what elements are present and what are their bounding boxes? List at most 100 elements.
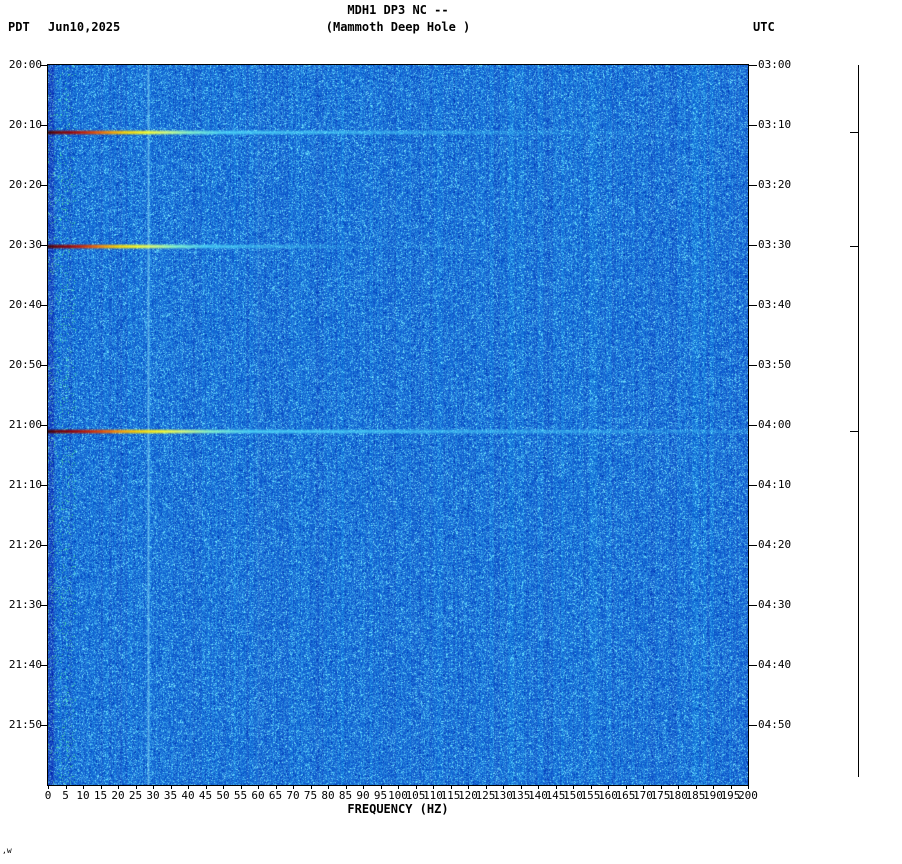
right-time-tick <box>749 545 757 546</box>
left-time-tick <box>40 605 47 606</box>
right-time-label: 03:20 <box>758 178 792 191</box>
freq-tick <box>573 785 574 789</box>
plot-title: MDH1 DP3 NC -- <box>347 3 449 17</box>
freq-tick <box>485 785 487 789</box>
freq-tick <box>415 785 417 789</box>
left-time-tick <box>40 665 47 666</box>
left-time-label: 21:20 <box>8 538 42 551</box>
left-time-label: 20:30 <box>8 238 42 251</box>
event-marker-tick <box>850 431 859 432</box>
left-time-label: 21:30 <box>8 598 42 611</box>
freq-tick-label: 110 <box>423 789 443 802</box>
freq-tick-label: 0 <box>44 789 52 802</box>
left-time-tick <box>40 305 47 306</box>
freq-tick-label: 170 <box>633 789 653 802</box>
freq-tick <box>363 785 364 789</box>
freq-tick <box>310 785 312 789</box>
freq-tick-label: 135 <box>510 789 531 802</box>
right-time-label: 04:00 <box>758 418 792 431</box>
x-axis-title: FREQUENCY (HZ) <box>347 802 449 816</box>
right-time-tick <box>749 65 757 66</box>
freq-tick-label: 30 <box>146 789 160 802</box>
freq-tick <box>205 785 207 789</box>
left-time-tick <box>40 545 47 546</box>
freq-tick <box>83 785 84 789</box>
left-time-label: 20:00 <box>8 58 42 71</box>
left-time-tick <box>40 725 47 726</box>
freq-tick <box>730 785 732 789</box>
right-time-label: 04:30 <box>758 598 792 611</box>
right-time-label: 03:30 <box>758 238 792 251</box>
freq-tick-label: 180 <box>668 789 688 802</box>
freq-tick <box>538 785 539 789</box>
freq-tick-label: 40 <box>181 789 195 802</box>
freq-tick <box>135 785 137 789</box>
freq-tick-label: 120 <box>458 789 478 802</box>
left-time-tick <box>40 485 47 486</box>
left-time-tick <box>40 365 47 366</box>
left-time-tick <box>40 245 47 246</box>
freq-tick-label: 145 <box>545 789 566 802</box>
freq-tick <box>293 785 294 789</box>
right-time-tick <box>749 485 757 486</box>
freq-tick-label: 55 <box>233 789 248 802</box>
left-time-label: 20:50 <box>8 358 42 371</box>
left-time-tick <box>40 125 47 126</box>
freq-tick-label: 50 <box>216 789 230 802</box>
freq-tick-label: 200 <box>738 789 758 802</box>
freq-tick-label: 115 <box>440 789 461 802</box>
freq-tick <box>450 785 452 789</box>
left-time-label: 20:40 <box>8 298 42 311</box>
freq-tick-label: 75 <box>303 789 318 802</box>
right-time-label: 04:10 <box>758 478 792 491</box>
event-marker-tick <box>850 246 859 248</box>
freq-tick <box>380 785 382 789</box>
freq-tick-label: 155 <box>580 789 601 802</box>
freq-tick-label: 60 <box>251 789 265 802</box>
freq-tick-label: 15 <box>93 789 108 802</box>
freq-tick <box>188 785 189 789</box>
right-time-tick <box>749 245 757 246</box>
left-time-tick <box>40 65 47 66</box>
freq-tick <box>258 785 259 789</box>
freq-tick-label: 190 <box>703 789 723 802</box>
freq-tick-label: 160 <box>598 789 618 802</box>
freq-tick-label: 10 <box>76 789 90 802</box>
freq-tick <box>590 785 592 789</box>
right-time-tick <box>749 365 757 366</box>
timezone-right-label: UTC <box>753 20 775 34</box>
freq-tick <box>170 785 172 789</box>
right-time-tick <box>749 605 757 606</box>
freq-tick <box>695 785 697 789</box>
plot-subtitle: (Mammoth Deep Hole ) <box>325 20 471 34</box>
freq-tick-label: 35 <box>163 789 178 802</box>
freq-tick <box>555 785 557 789</box>
freq-tick <box>608 785 609 789</box>
freq-tick-label: 70 <box>286 789 300 802</box>
freq-tick <box>153 785 154 789</box>
freq-tick-label: 90 <box>356 789 370 802</box>
spectrogram-plot-frame <box>47 64 749 786</box>
freq-tick <box>240 785 242 789</box>
freq-tick <box>223 785 224 789</box>
right-time-label: 03:10 <box>758 118 792 131</box>
freq-tick <box>398 785 399 789</box>
timezone-left-label: PDT <box>8 20 30 34</box>
freq-tick-label: 140 <box>528 789 548 802</box>
freq-tick-label: 150 <box>563 789 583 802</box>
freq-tick <box>643 785 644 789</box>
freq-tick-label: 85 <box>338 789 353 802</box>
freq-tick-label: 185 <box>685 789 706 802</box>
spectrogram-canvas <box>48 65 748 785</box>
freq-tick <box>48 785 49 789</box>
freq-tick <box>118 785 119 789</box>
freq-tick-label: 100 <box>388 789 408 802</box>
freq-tick <box>520 785 522 789</box>
left-time-label: 21:40 <box>8 658 42 671</box>
freq-tick-label: 80 <box>321 789 335 802</box>
freq-tick-label: 65 <box>268 789 283 802</box>
corner-mark: ,w <box>2 846 12 855</box>
freq-tick <box>660 785 662 789</box>
freq-tick-label: 175 <box>650 789 671 802</box>
